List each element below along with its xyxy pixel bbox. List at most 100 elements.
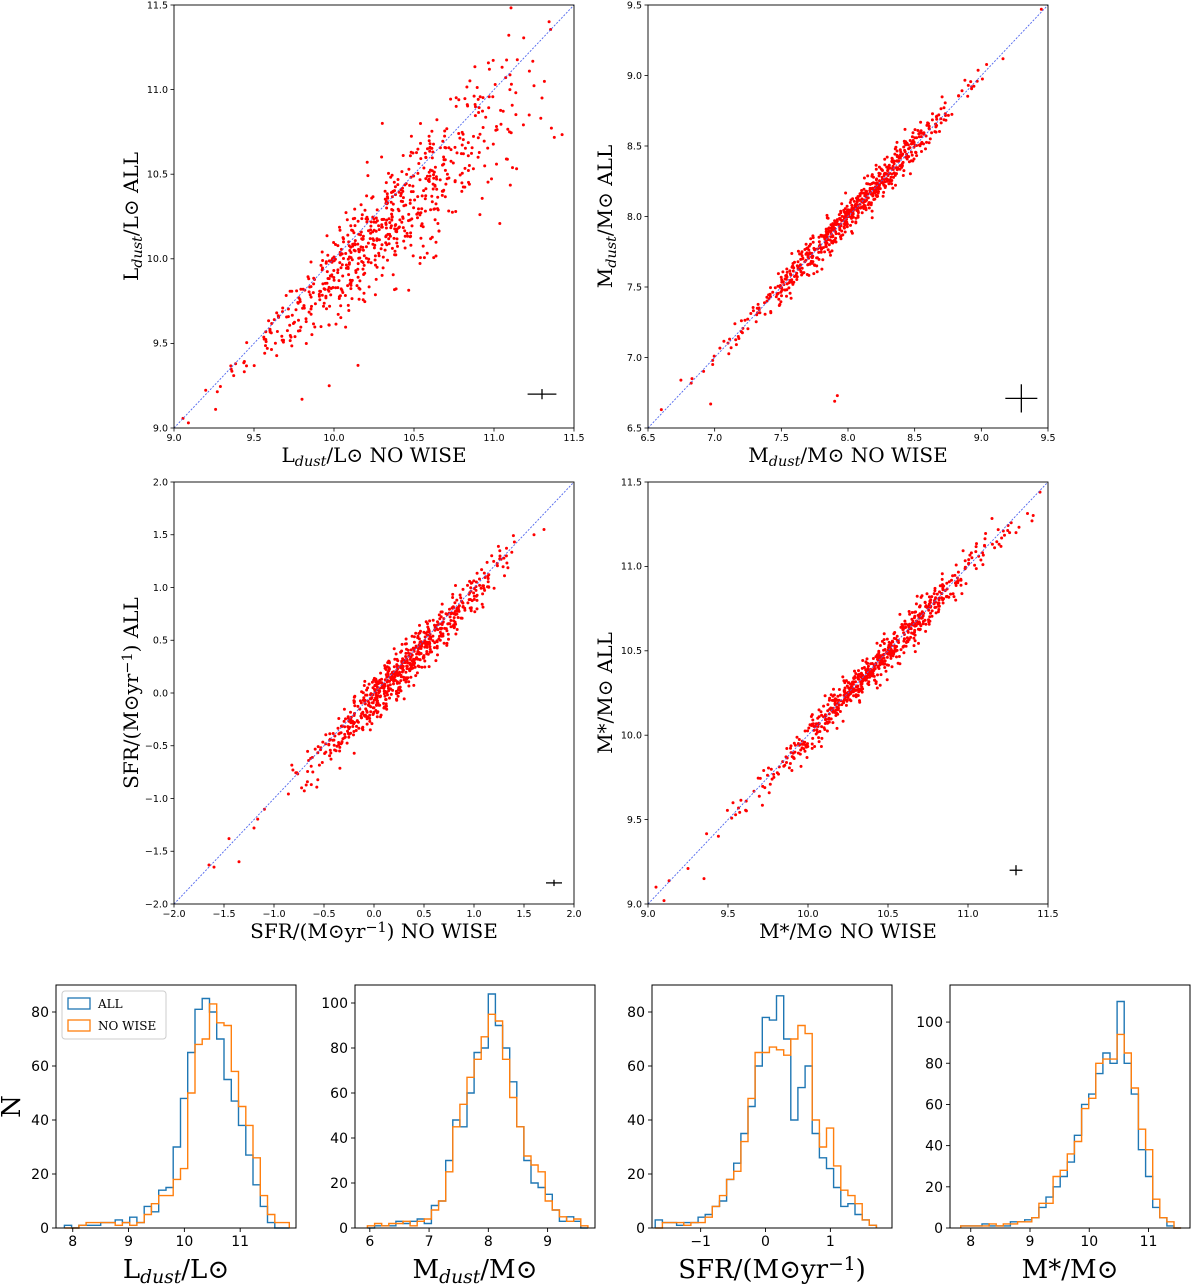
data-point — [432, 176, 436, 180]
data-point — [487, 573, 491, 577]
data-point — [808, 262, 812, 266]
data-point — [440, 193, 444, 197]
data-point — [204, 388, 208, 392]
data-point — [293, 335, 297, 339]
scatter-points — [654, 490, 1042, 903]
data-point — [449, 611, 453, 615]
data-point — [728, 337, 732, 341]
data-point — [385, 218, 389, 222]
data-point — [320, 268, 324, 272]
data-point — [532, 533, 536, 537]
data-point — [874, 163, 878, 167]
data-point — [340, 263, 344, 267]
data-point — [963, 78, 967, 82]
data-point — [913, 622, 917, 626]
data-point — [879, 658, 883, 662]
data-point — [985, 63, 989, 66]
data-point — [306, 749, 310, 753]
data-point — [361, 267, 365, 271]
data-point — [454, 210, 458, 213]
data-point — [825, 238, 828, 242]
x-tick-label: 0 — [761, 1234, 770, 1250]
data-point — [368, 237, 372, 241]
data-point — [506, 566, 510, 570]
data-point — [452, 623, 456, 627]
data-point — [483, 164, 487, 168]
data-point — [245, 341, 249, 345]
data-point — [486, 180, 490, 184]
data-point — [405, 664, 409, 668]
data-point — [956, 570, 960, 574]
data-point — [897, 655, 901, 658]
data-point — [942, 118, 946, 122]
data-point — [895, 159, 899, 163]
data-point — [412, 206, 416, 210]
data-point — [457, 132, 461, 135]
data-point — [475, 86, 479, 89]
data-point — [336, 286, 340, 290]
data-point — [379, 671, 383, 675]
data-point — [964, 582, 968, 586]
data-point — [432, 173, 435, 177]
data-point — [356, 262, 360, 266]
data-point — [811, 234, 815, 238]
data-point — [476, 97, 480, 101]
data-point — [403, 229, 407, 233]
data-point — [399, 194, 403, 198]
x-tick-label: 1.5 — [516, 909, 531, 920]
data-point — [820, 736, 824, 740]
y-tick-label: 8.0 — [627, 212, 642, 223]
data-point — [385, 243, 389, 247]
data-point — [304, 320, 308, 324]
data-point — [357, 286, 361, 290]
data-point — [909, 635, 913, 639]
data-point — [347, 732, 351, 736]
data-point — [456, 616, 460, 619]
data-point — [475, 607, 479, 611]
data-point — [375, 715, 379, 719]
data-point — [897, 156, 901, 160]
data-point — [1017, 525, 1021, 529]
data-point — [400, 642, 404, 646]
data-point — [907, 610, 911, 613]
data-point — [355, 719, 359, 723]
data-point — [457, 98, 461, 102]
data-point — [896, 661, 900, 665]
data-point — [889, 654, 893, 658]
data-point — [324, 733, 328, 737]
data-point — [495, 162, 498, 166]
data-point — [892, 159, 895, 163]
data-point — [835, 221, 839, 225]
x-tick-label: 10 — [175, 1234, 193, 1250]
data-point — [476, 155, 480, 159]
data-point — [344, 266, 348, 270]
data-point — [890, 157, 894, 161]
data-point — [366, 686, 370, 690]
data-point — [393, 189, 396, 193]
data-point — [401, 664, 405, 668]
data-point — [861, 679, 865, 683]
data-point — [322, 287, 326, 291]
data-point — [914, 150, 918, 154]
data-point — [425, 251, 429, 255]
data-point — [502, 556, 506, 560]
data-point — [361, 245, 365, 249]
data-point — [893, 152, 897, 156]
data-point — [800, 273, 804, 277]
data-point — [560, 133, 564, 137]
data-point — [366, 241, 370, 245]
data-point — [394, 689, 398, 693]
data-point — [934, 605, 938, 609]
y-tick-label: 9.5 — [627, 0, 642, 11]
x-tick-label: 9 — [1026, 1234, 1035, 1250]
data-point — [460, 130, 464, 134]
data-point — [799, 269, 803, 273]
data-point — [954, 563, 958, 567]
data-point — [388, 221, 392, 225]
data-point — [467, 182, 471, 186]
data-point — [917, 135, 921, 139]
data-point — [870, 672, 874, 675]
data-point — [796, 751, 800, 755]
data-point — [384, 235, 388, 239]
